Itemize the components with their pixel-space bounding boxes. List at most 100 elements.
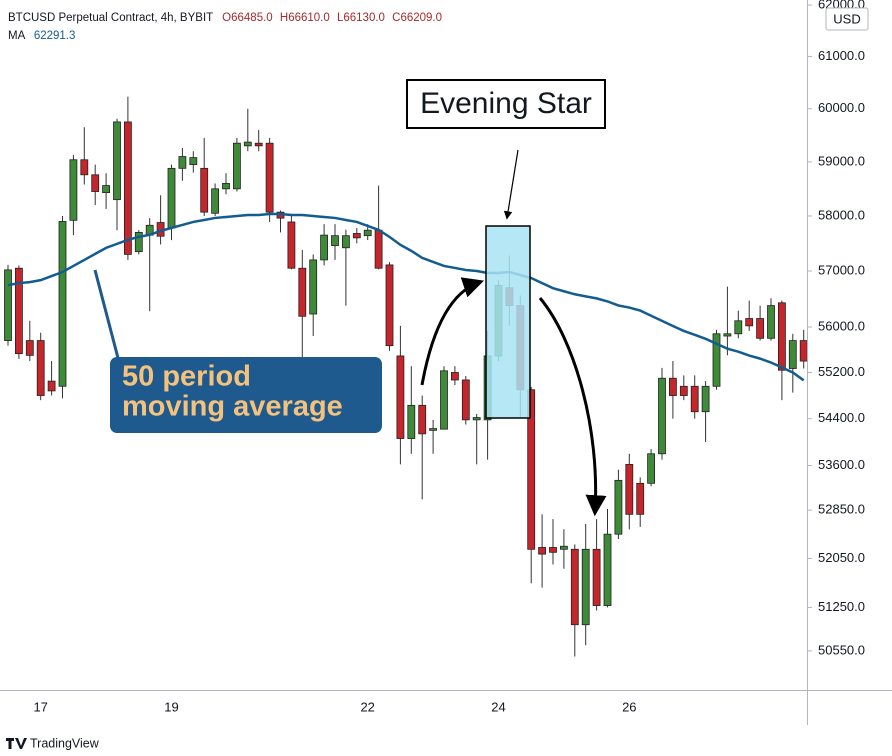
- symbol-title: BTCUSD Perpetual Contract, 4h, BYBIT: [8, 12, 213, 24]
- brand: TradingView: [6, 736, 100, 750]
- candle-body: [538, 547, 546, 555]
- candle-body: [712, 333, 721, 387]
- candle-body: [113, 121, 121, 201]
- candle-body: [440, 370, 448, 430]
- x-tick-label: 22: [360, 699, 374, 714]
- candle-body: [232, 142, 241, 190]
- candle-body: [450, 372, 459, 381]
- candle-body: [603, 533, 612, 606]
- candle-body: [178, 156, 187, 169]
- candle-body: [625, 463, 634, 515]
- candle-body: [549, 547, 557, 553]
- x-tick-label: 19: [164, 699, 178, 714]
- candle-body: [298, 267, 307, 317]
- curved-arrow: [420, 277, 484, 386]
- annotations: Evening Star 50 period moving average: [93, 79, 607, 517]
- indicator-header: MA 62291.3: [8, 30, 75, 42]
- candle-body: [527, 389, 536, 550]
- candle-body: [352, 233, 361, 239]
- x-tick-label: 24: [491, 699, 505, 714]
- candle-body: [25, 340, 34, 356]
- candle-body: [14, 267, 23, 355]
- callout-pointer: [93, 269, 120, 359]
- candle-body: [385, 264, 394, 347]
- currency-label: USD: [833, 11, 860, 26]
- candle-body: [756, 318, 764, 339]
- y-tick-label: 51250.0: [818, 599, 865, 614]
- candle-body: [669, 377, 677, 396]
- y-tick-label: 55200.0: [818, 364, 865, 379]
- y-tick-label: 54400.0: [818, 410, 865, 425]
- candle-body: [581, 548, 590, 626]
- candle-body: [679, 385, 688, 396]
- x-tick-label: 26: [622, 699, 636, 714]
- candle-body: [134, 231, 143, 253]
- candle-body: [461, 379, 470, 421]
- ohlc-high: H66610.0: [280, 12, 330, 24]
- candle-body: [647, 453, 655, 484]
- pattern-box: [406, 79, 606, 129]
- candle-body: [799, 340, 808, 362]
- pointer-arrow: [503, 149, 519, 220]
- ohlc-open: O66485.0: [222, 12, 273, 24]
- candle-body: [658, 377, 666, 455]
- y-tick-label: 62000.0: [818, 0, 865, 11]
- x-tick-label: 17: [33, 699, 47, 714]
- indicator-name: MA: [8, 30, 26, 42]
- indicator-value: 62291.3: [34, 30, 76, 42]
- y-tick-label: 52850.0: [818, 502, 865, 517]
- y-tick-label: 53600.0: [818, 457, 865, 472]
- candle-body: [243, 141, 252, 147]
- candle-body: [701, 385, 710, 413]
- candle-body: [254, 142, 263, 147]
- candle-body: [396, 355, 405, 439]
- candle-body: [331, 235, 339, 246]
- brand-name: TradingView: [30, 736, 100, 750]
- candle-body: [778, 302, 786, 371]
- candle-body: [91, 174, 100, 192]
- candle-body: [788, 340, 797, 369]
- candle-body: [265, 142, 274, 213]
- candle-body: [570, 548, 579, 626]
- candle-body: [374, 229, 383, 269]
- candle-body: [407, 404, 416, 439]
- candle-body: [418, 404, 427, 435]
- candle-body: [211, 188, 220, 214]
- symbol-header: BTCUSD Perpetual Contract, 4h, BYBIT O66…: [8, 12, 442, 24]
- candle-body: [102, 185, 110, 194]
- ohlc-low: L66130.0: [337, 12, 385, 24]
- y-tick-label: 59000.0: [818, 153, 865, 168]
- candle-body: [47, 380, 56, 392]
- y-tick-label: 57000.0: [818, 262, 865, 277]
- candle-body: [58, 221, 67, 387]
- curved-arrow: [538, 297, 607, 517]
- candle-body: [36, 340, 45, 396]
- callout-line: 50 period: [122, 361, 251, 393]
- candle-body: [429, 428, 438, 431]
- candle-body: [614, 479, 623, 535]
- candle-body: [4, 269, 12, 341]
- candle-body: [363, 229, 372, 237]
- candle-body: [592, 548, 601, 606]
- candle-body: [69, 159, 78, 221]
- callout-line: moving average: [122, 391, 343, 423]
- y-tick-label: 61000.0: [818, 48, 865, 63]
- candle-body: [80, 159, 89, 176]
- candle-body: [341, 235, 350, 249]
- ohlc-close: C66209.0: [392, 12, 442, 24]
- pattern-highlight: [485, 225, 531, 419]
- candle-body: [287, 221, 296, 269]
- candle-body: [472, 417, 481, 421]
- candle-body: [222, 183, 230, 190]
- candle-body: [745, 318, 754, 327]
- callout-box: [110, 357, 382, 433]
- y-tick-label: 50550.0: [818, 642, 865, 657]
- moving-average-line: [7, 212, 805, 382]
- candle-body: [309, 259, 318, 315]
- candle-body: [767, 305, 775, 339]
- candle-body: [734, 320, 743, 335]
- candle-body: [189, 157, 198, 165]
- candle-body: [560, 545, 568, 550]
- candle-body: [320, 234, 329, 261]
